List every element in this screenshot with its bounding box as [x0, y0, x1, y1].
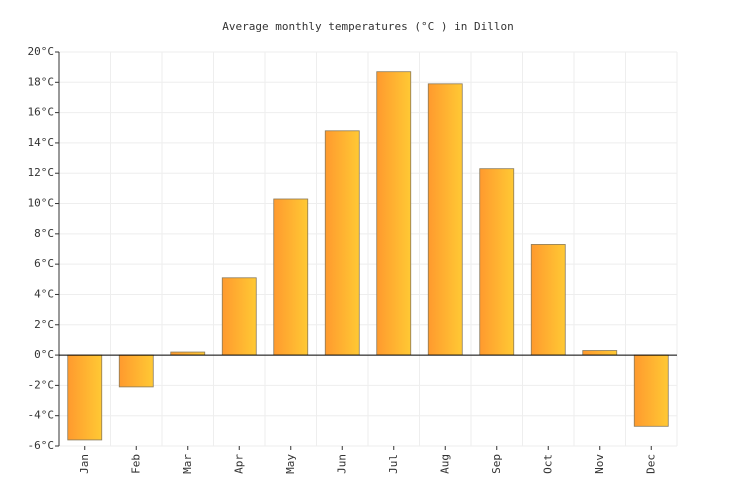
- chart-title: Average monthly temperatures (°C ) in Di…: [222, 20, 513, 33]
- x-tick-label: Jul: [387, 454, 400, 474]
- bar: [633, 354, 669, 427]
- bar: [376, 71, 412, 356]
- y-tick-label: 8°C: [34, 227, 54, 240]
- x-tick-label: Feb: [129, 454, 142, 474]
- bar: [479, 168, 515, 356]
- bar: [273, 198, 309, 356]
- bar: [221, 277, 257, 356]
- y-tick-label: 12°C: [28, 166, 55, 179]
- y-tick-label: -4°C: [28, 409, 55, 422]
- bar: [118, 354, 154, 388]
- x-tick-label: Sep: [490, 454, 503, 474]
- bar: [324, 130, 360, 356]
- y-tick-label: 0°C: [34, 348, 54, 361]
- x-tick-label: Apr: [232, 454, 245, 474]
- y-tick-label: 4°C: [34, 287, 54, 300]
- bar: [427, 83, 463, 356]
- x-tick-label: Jan: [78, 454, 91, 474]
- bar: [530, 244, 566, 356]
- bar: [582, 350, 618, 356]
- y-tick-label: -2°C: [28, 378, 55, 391]
- x-tick-label: Mar: [181, 454, 194, 474]
- y-tick-label: 18°C: [28, 75, 55, 88]
- y-tick-label: 20°C: [28, 45, 55, 58]
- y-tick-label: 14°C: [28, 136, 55, 149]
- x-tick-label: Aug: [438, 454, 451, 474]
- y-tick-label: 6°C: [34, 257, 54, 270]
- x-tick-label: Dec: [644, 454, 657, 474]
- x-tick-label: Nov: [593, 454, 606, 474]
- y-tick-label: 10°C: [28, 197, 55, 210]
- y-tick-label: 2°C: [34, 318, 54, 331]
- x-tick-label: Jun: [335, 454, 348, 474]
- y-tick-label: 16°C: [28, 106, 55, 119]
- y-tick-label: -6°C: [28, 439, 55, 452]
- bar: [67, 354, 103, 441]
- x-tick-label: May: [284, 454, 297, 474]
- x-tick-label: Oct: [541, 454, 554, 474]
